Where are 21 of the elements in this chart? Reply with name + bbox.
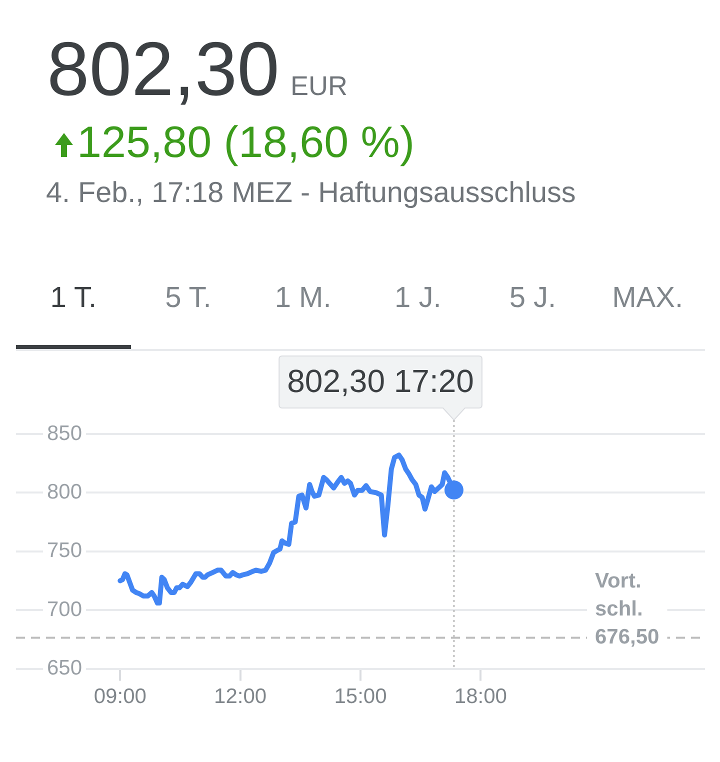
y-tick-label: 750 [47,539,82,562]
x-tick-label: 15:00 [334,685,387,708]
y-tick-label: 650 [47,656,82,680]
text: 5 T. [164,282,212,314]
y-tick-label: 700 [47,598,82,621]
text: 5 J. [508,282,558,314]
ref-line-label: 802,30 17:20 [287,362,474,399]
x-tick-label: 18:00 [454,685,507,708]
text: 1 M. [274,282,332,314]
chart-title: 802,30 [47,27,280,112]
text: 1 J. [394,282,442,314]
text: 4. Feb., 17:18 MEZ - Haftungsausschluss [46,177,576,209]
y-tick-label: 800 [47,480,82,504]
chart-subtitle: 125,80 (18,60 %) [77,118,415,167]
x-tick-label: 09:00 [94,685,146,708]
ref-line-label: Vort. schl. 676,50 [595,569,660,648]
text: MAX. [611,282,684,314]
text: 1 T. [49,282,98,314]
y-tick-label: 850 [47,422,82,445]
text: EUR [290,71,348,101]
x-tick-label: 12:00 [214,685,267,708]
